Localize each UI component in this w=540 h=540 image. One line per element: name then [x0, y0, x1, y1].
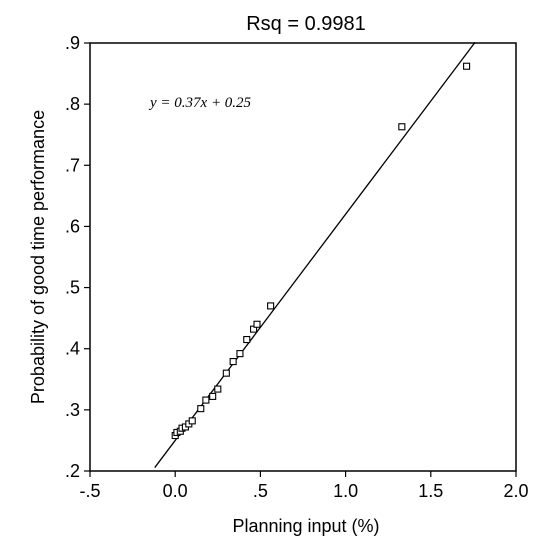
data-point	[214, 385, 222, 393]
data-points	[171, 62, 471, 440]
plot-frame	[89, 42, 517, 472]
data-point	[209, 392, 217, 400]
y-tick-label: .3	[65, 400, 80, 420]
y-tick-label: .8	[65, 94, 80, 114]
data-point	[202, 396, 210, 404]
x-axis-label: Planning input (%)	[232, 516, 379, 536]
data-point	[197, 405, 205, 413]
y-axis-ticks: .2 .3 .4 .5 .6 .7 .8 .9	[65, 33, 90, 481]
y-tick-label: .9	[65, 33, 80, 53]
x-tick-label: 2.0	[503, 481, 528, 501]
data-point	[222, 369, 230, 377]
x-tick-label: 0.0	[163, 481, 188, 501]
data-point	[463, 62, 471, 70]
y-tick-label: .7	[65, 155, 80, 175]
chart-title: Rsq = 0.9981	[246, 13, 366, 35]
x-tick-label: .5	[253, 481, 268, 501]
x-tick-label: 1.5	[418, 481, 443, 501]
x-tick-label: 1.0	[333, 481, 358, 501]
data-point	[188, 417, 196, 425]
data-point	[398, 123, 406, 131]
y-tick-label: .6	[65, 216, 80, 236]
y-tick-label: .4	[65, 339, 80, 359]
y-tick-label: .2	[65, 461, 80, 481]
data-point	[243, 335, 251, 344]
data-point	[236, 350, 244, 358]
data-point	[267, 302, 275, 310]
data-point	[253, 320, 261, 328]
data-point	[229, 358, 237, 366]
x-axis-ticks: -.5 0.0 .5 1.0 1.5 2.0	[79, 471, 529, 501]
x-tick-label: -.5	[79, 481, 100, 501]
y-axis-label: Probability of good time performance	[28, 110, 48, 404]
regression-equation: y = 0.37x + 0.25	[148, 95, 252, 111]
y-tick-label: .5	[65, 278, 80, 298]
